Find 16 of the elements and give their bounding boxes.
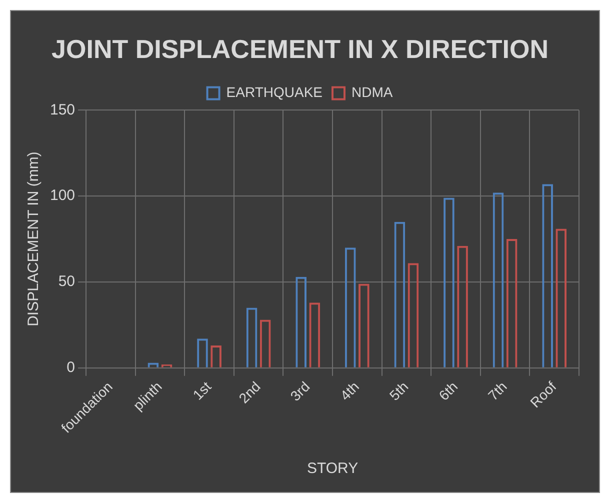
x-tick-label: 5th [386,378,412,404]
legend-label: NDMA [351,84,394,100]
y-tick-label: 100 [50,187,76,204]
y-tick-label: 0 [66,359,76,376]
y-axis-title: DISPLACEMENT IN (mm) [25,152,42,326]
x-axis-title: STORY [306,460,358,478]
x-tick-label: 2nd [236,378,264,406]
chart-title: JOINT DISPLACEMENT IN X DIRECTION [52,34,548,64]
x-tick-label: 3rd [287,378,313,404]
x-tick-label: 1st [190,378,214,403]
x-tick-label: 7th [484,378,510,404]
legend-label: EARTHQUAKE [226,84,323,100]
x-tick-label: 4th [336,378,362,404]
y-tick-label: 50 [58,273,76,290]
y-tick-label: 150 [50,101,76,118]
x-tick-label: 6th [436,378,461,404]
